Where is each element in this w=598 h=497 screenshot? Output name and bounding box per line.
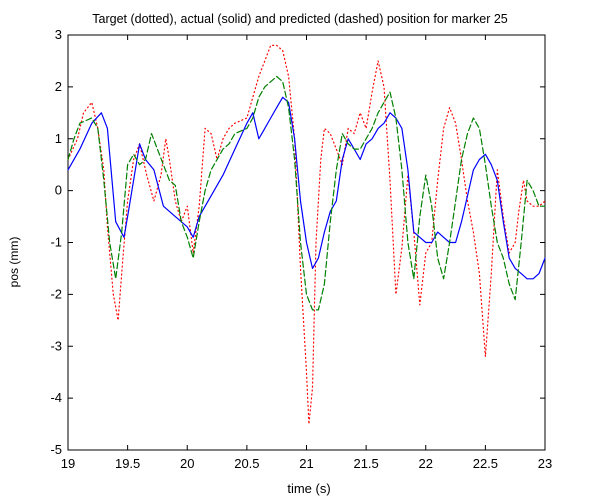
x-tick-label: 20 xyxy=(180,456,194,471)
x-axis-label: time (s) xyxy=(287,481,330,496)
y-axis-label: pos (mm) xyxy=(7,237,21,288)
y-tick-label: -3 xyxy=(50,338,62,353)
y-tick-label: -2 xyxy=(50,286,62,301)
solid-series-line xyxy=(67,96,546,280)
dotted-series-line xyxy=(67,44,546,425)
x-tick-label: 20.5 xyxy=(234,456,259,471)
dashed-series-line xyxy=(67,75,546,311)
y-tick-label: -4 xyxy=(50,390,62,405)
x-tick-label: 19.5 xyxy=(115,456,140,471)
x-tick-label: 21.5 xyxy=(353,456,378,471)
chart-title: Target (dotted), actual (solid) and pred… xyxy=(92,12,508,26)
y-tick-label: 2 xyxy=(55,79,62,94)
x-tick-label: 22 xyxy=(419,456,433,471)
y-tick-label: 0 xyxy=(55,183,62,198)
x-tick-label: 23 xyxy=(538,456,552,471)
x-tick-label: 21 xyxy=(299,456,313,471)
y-tick-label: 3 xyxy=(55,27,62,42)
x-tick-label: 22.5 xyxy=(473,456,498,471)
y-tick-label: -1 xyxy=(50,235,62,250)
y-tick-label: -5 xyxy=(50,442,62,457)
y-tick-label: 1 xyxy=(55,131,62,146)
x-tick-label: 19 xyxy=(61,456,75,471)
